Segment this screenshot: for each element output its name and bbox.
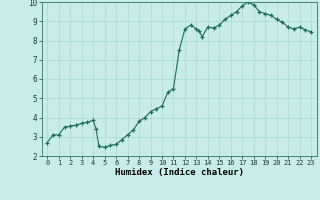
X-axis label: Humidex (Indice chaleur): Humidex (Indice chaleur) <box>115 168 244 177</box>
